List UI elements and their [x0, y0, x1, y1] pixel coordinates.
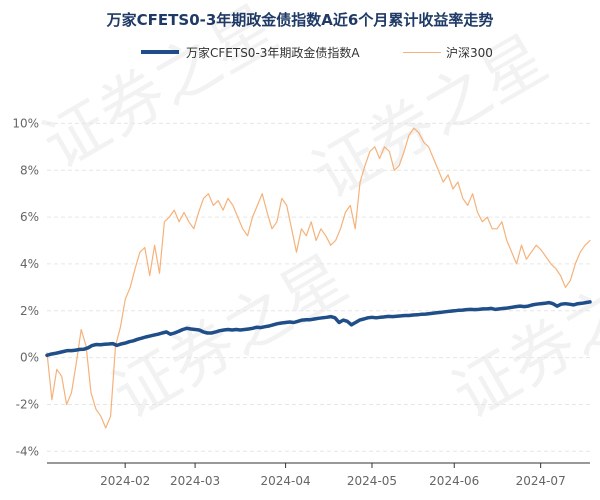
y-tick-label: 10%	[12, 116, 39, 130]
legend-label-index: 沪深300	[446, 46, 493, 60]
legend-label-fund: 万家CFETS0-3年期政金债指数A	[186, 46, 360, 60]
chart-legend: 万家CFETS0-3年期政金债指数A 沪深300	[0, 44, 600, 62]
series-line-fund	[45, 300, 592, 358]
legend-swatch-index	[403, 52, 441, 53]
x-tick-label: 2024-04	[261, 474, 311, 488]
watermark-text: 证券之星	[301, 22, 560, 214]
x-tick-label: 2024-03	[170, 474, 220, 488]
x-tick-label: 2024-05	[347, 474, 397, 488]
x-tick-label: 2024-06	[429, 474, 479, 488]
axes: -4% -2% 0% 2% 4% 6% 8% 10% 2024-02 2024-03 2024-04…	[12, 116, 590, 488]
watermark-text: 证券之星	[31, 0, 290, 184]
x-tick-label: 2024-02	[100, 474, 150, 488]
series-line-index	[46, 127, 591, 429]
y-tick-label: 0%	[20, 351, 39, 365]
watermark-text: 证券之星	[441, 242, 600, 434]
y-tick-label: 8%	[20, 163, 39, 177]
legend-swatch-fund	[141, 50, 179, 54]
y-tick-label: 6%	[20, 210, 39, 224]
x-tick-label: 2024-07	[516, 474, 566, 488]
chart-title: 万家CFETS0-3年期政金债指数A近6个月累计收益率走势	[106, 11, 494, 29]
series	[45, 127, 592, 429]
y-tick-label: -4%	[16, 444, 39, 458]
y-tick-label: 2%	[20, 304, 39, 318]
y-tick-label: 4%	[20, 257, 39, 271]
y-tick-label: -2%	[16, 397, 39, 411]
